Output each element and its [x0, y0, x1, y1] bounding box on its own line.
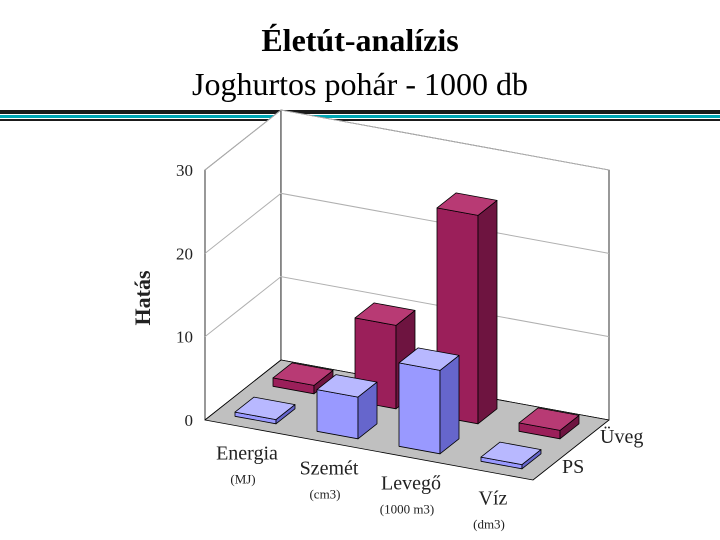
bar [518, 407, 580, 440]
x-unit-label: (1000 m3) [380, 502, 435, 517]
series-label: PS [562, 456, 584, 478]
gridline [204, 109, 610, 171]
bar-front [398, 362, 441, 455]
x-tick-label: Energia [216, 443, 278, 465]
slide-subtitle: Joghurtos pohár - 1000 db [192, 66, 528, 102]
x-tick-label: Szemét [300, 458, 359, 480]
bar-side [477, 199, 498, 425]
bar [316, 374, 378, 440]
bar [398, 347, 460, 455]
bar-top [272, 362, 334, 386]
x-unit-label: (dm3) [473, 517, 505, 532]
bar-top [234, 396, 296, 421]
series-label: Üveg [600, 425, 643, 448]
bar-front [316, 389, 359, 440]
bar-top [316, 374, 378, 398]
y-tick-label: 30 [176, 161, 193, 180]
x-unit-label: (cm3) [309, 487, 340, 502]
bar-top [436, 192, 498, 216]
y-tick-label: 0 [185, 411, 194, 430]
slide-title: Életút-analízis [261, 22, 459, 58]
x-tick-label: Levegő [381, 473, 441, 495]
title-divider [0, 110, 720, 121]
y-axis-title: Hatás [130, 270, 155, 325]
bar-top [480, 441, 542, 466]
bar [272, 362, 334, 395]
divider-line-bottom [0, 119, 720, 121]
bar-side [439, 354, 460, 455]
y-tick-label: 10 [176, 328, 193, 347]
bar [480, 441, 542, 470]
divider-line-accent [0, 115, 720, 118]
gridline [204, 192, 610, 254]
x-unit-label: (MJ) [230, 472, 255, 487]
chart-labels: 0 10 20 30 Hatás Energia (MJ) Szemét (cm3) Levegő… [130, 161, 643, 532]
bar-top [398, 347, 460, 371]
divider-line-top [0, 110, 720, 114]
bar-top [518, 407, 580, 431]
bar [234, 396, 296, 425]
y-tick-label: 20 [176, 244, 193, 263]
x-tick-label: Víz [479, 488, 508, 510]
chart-bars [234, 192, 580, 470]
gridline [204, 276, 610, 338]
bar-top [354, 302, 416, 326]
chart-gridlines [204, 109, 610, 338]
